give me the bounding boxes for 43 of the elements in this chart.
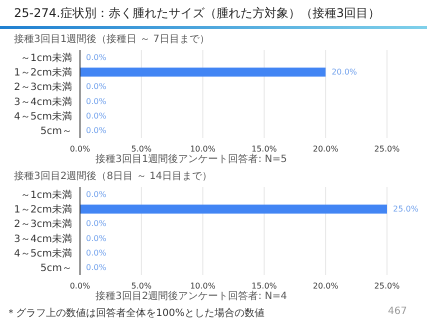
text: ＊グラフ上の数値は回答者全体を100%とした場合の数値 <box>6 306 265 320</box>
y-tick-label: ～1cm未満 <box>20 52 72 64</box>
x-tick-label: 5.0% <box>131 144 152 154</box>
x-tick-label: 0.0% <box>70 144 91 154</box>
y-tick-label: 3～4cm未満 <box>14 96 72 108</box>
x-tick-label: 15.0% <box>251 282 278 291</box>
data-label: 0.0% <box>86 82 107 92</box>
data-label: 0.0% <box>86 112 107 120</box>
data-label: 0.0% <box>86 126 107 136</box>
x-tick-label: 25.0% <box>374 282 400 291</box>
data-label: 0.0% <box>86 52 107 62</box>
x-tick-label: 25.0% <box>374 144 400 154</box>
data-label: 0.0% <box>86 190 107 199</box>
y-tick-label: 4～5cm未満 <box>14 110 72 123</box>
chart-subtitle: 接種3回目2週間後（8日目 ～ 14日目まで） <box>13 170 214 183</box>
chart-subtitle: 接種3回目1週間後（接種日 ～ 7日目まで） <box>13 32 210 46</box>
y-tick-label: 2～3cm未満 <box>14 218 72 230</box>
y-tick-label: 1～2cm未満 <box>14 204 72 216</box>
y-tick-label: 5cm～ <box>40 126 72 138</box>
x-tick-label: 10.0% <box>190 282 216 291</box>
chart-title: 25-274.症状別：赤く腫れたサイズ（腫れた方対象）（接種3回目） <box>13 5 381 22</box>
x-tick-label: 20.0% <box>312 144 339 154</box>
data-label: 0.0% <box>86 248 107 258</box>
y-tick-label: ～1cm未満 <box>20 188 72 201</box>
text: 467 <box>388 306 407 319</box>
data-label: 25.0% <box>393 204 419 214</box>
y-tick-label: 5cm～ <box>40 263 72 274</box>
x-tick-label: 15.0% <box>251 144 278 154</box>
data-label: 0.0% <box>86 234 107 243</box>
text: 接種3回目1週間後アンケート回答者: N=5 <box>94 152 288 166</box>
data-label: 20.0% <box>332 68 358 76</box>
y-tick-label: 4～5cm未満 <box>14 248 72 260</box>
x-tick-label: 20.0% <box>312 282 339 291</box>
x-tick-label: 5.0% <box>131 282 152 291</box>
y-tick-label: 2～3cm未満 <box>14 81 72 94</box>
text: 接種3回目2週間後アンケート回答者: N=4 <box>94 290 288 303</box>
y-tick-label: 1～2cm未満 <box>14 66 72 79</box>
y-tick-label: 3～4cm未満 <box>14 232 72 245</box>
data-label: 0.0% <box>86 263 107 272</box>
x-tick-label: 10.0% <box>190 144 216 154</box>
data-label: 0.0% <box>86 219 107 228</box>
data-label: 0.0% <box>86 96 107 106</box>
x-tick-label: 0.0% <box>70 282 91 291</box>
